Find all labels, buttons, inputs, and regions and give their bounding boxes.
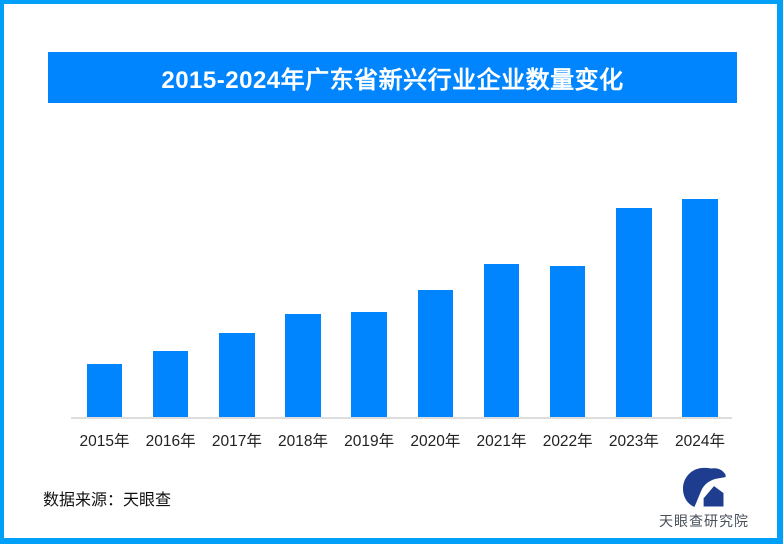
bar-2021年 <box>483 264 520 418</box>
chart-title: 2015-2024年广东省新兴行业企业数量变化 <box>161 67 624 94</box>
brand-logo-text: 天眼查研究院 <box>659 513 749 529</box>
x-tick-label-2021年: 2021年 <box>476 433 527 450</box>
x-axis-line <box>71 417 732 419</box>
bar-chart-plot-area <box>71 199 732 418</box>
bar-2018年 <box>285 313 321 418</box>
x-tick-label-2022年: 2022年 <box>542 433 593 450</box>
data-source-label: 数据来源：天眼查 <box>43 492 172 509</box>
bar-2024年 <box>682 199 718 418</box>
x-tick-label-2016年: 2016年 <box>145 433 196 450</box>
x-tick-label-2024年: 2024年 <box>675 433 726 450</box>
x-tick-label-2020年: 2020年 <box>410 433 461 450</box>
bar-2015年 <box>86 363 123 418</box>
chart-title-banner: 2015-2024年广东省新兴行业企业数量变化 <box>48 52 737 103</box>
x-tick-label-2015年: 2015年 <box>79 433 130 450</box>
tianyancha-logo-icon <box>683 467 726 508</box>
bar-2022年 <box>549 265 586 418</box>
bar-2023年 <box>616 208 652 418</box>
bar-2016年 <box>152 351 189 418</box>
x-tick-label-2017年: 2017年 <box>211 433 262 450</box>
bar-2020年 <box>417 289 454 418</box>
x-tick-label-2023年: 2023年 <box>608 433 659 450</box>
x-tick-label-2018年: 2018年 <box>278 433 328 450</box>
bar-2017年 <box>219 333 255 418</box>
bar-2019年 <box>351 311 387 418</box>
x-tick-label-2019年: 2019年 <box>344 433 395 450</box>
brand-logo: 天眼查研究院 <box>649 466 759 531</box>
x-axis-labels: 2015年 2016年 2017年 2018年 2019年 2020年 2021年 2022年… <box>71 429 732 451</box>
